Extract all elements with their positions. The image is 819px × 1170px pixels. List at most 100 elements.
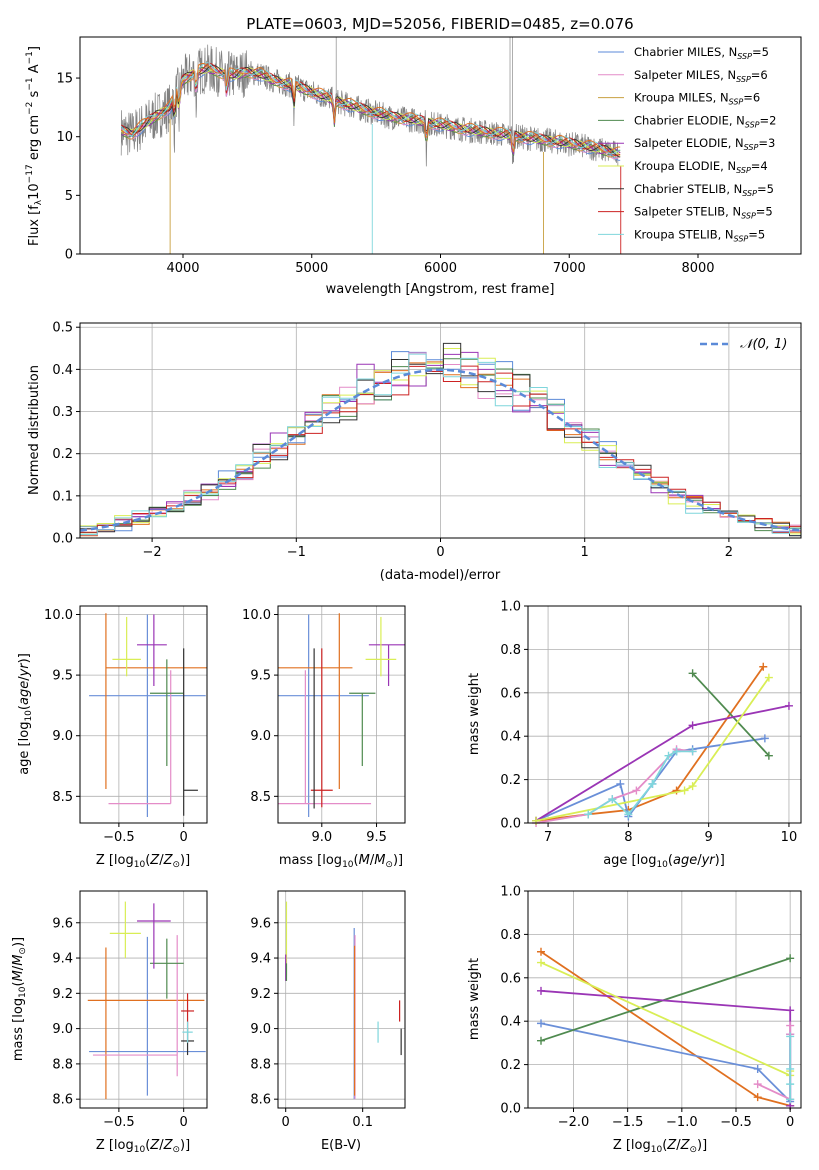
y-tick-label: 0.5 bbox=[52, 321, 73, 336]
mass-vs-metallicity-panel: −0.5 08.68.89.09.29.49.6 Z [log10(Z/Z⊙)] … bbox=[11, 890, 208, 1155]
x-tick-label: −0.5 bbox=[720, 1115, 752, 1130]
errorbar-point bbox=[89, 614, 206, 817]
weight-marker bbox=[537, 1036, 545, 1045]
x-tick-label: 9.5 bbox=[366, 830, 387, 845]
model-spectrum-line bbox=[121, 65, 621, 158]
errorbar-point bbox=[108, 670, 172, 805]
y-tick-label: 9.0 bbox=[52, 1022, 73, 1037]
x-tick-label: 10 bbox=[781, 830, 798, 845]
weight-marker bbox=[786, 1080, 795, 1089]
weight-marker bbox=[786, 1064, 795, 1073]
errorbar-point bbox=[368, 644, 405, 687]
weight-marker bbox=[786, 1006, 795, 1015]
y-tick-label: 0.4 bbox=[500, 730, 521, 745]
y-tick-label: 9.0 bbox=[250, 729, 271, 744]
errorbar-point bbox=[109, 901, 141, 959]
y-tick-label: 0.2 bbox=[52, 447, 73, 462]
normal-legend-label: 𝒩(0, 1) bbox=[740, 337, 787, 352]
age-vs-metallicity-panel: −0.5 0 8.5 9.0 9.5 10.0 Z [log10(Z/Z⊙)] age [… bbox=[17, 605, 208, 870]
weight-marker bbox=[537, 1019, 545, 1028]
age-vs-mass-points bbox=[278, 613, 405, 817]
errorbar-point bbox=[365, 616, 397, 677]
x-tick-label: 8000 bbox=[681, 261, 714, 276]
x-tick-label: −1 bbox=[287, 545, 306, 560]
weight-marker bbox=[537, 958, 545, 967]
y-tick-label: 9.4 bbox=[52, 952, 73, 967]
y-tick-label: 8.8 bbox=[250, 1057, 271, 1072]
mass-vs-extinction-x-label: E(B-V) bbox=[321, 1138, 361, 1153]
x-tick-label: 7000 bbox=[553, 261, 586, 276]
weight-vs-age-panel: 7 8 9 10 0.0 0.2 0.4 0.6 0.8 1.0 age [log10(age/y… bbox=[467, 600, 802, 870]
age-vs-metallicity-x-label: Z [log10(Z/Z⊙)] bbox=[96, 853, 190, 870]
weight-marker bbox=[584, 810, 593, 819]
residuals-panel: −2 −1 0 1 2 0.0 0.1 0.2 0.3 0.4 0.5 (data-model)/e… bbox=[27, 321, 802, 583]
y-tick-label: 8.6 bbox=[250, 1093, 271, 1108]
weight-line bbox=[540, 957, 791, 1042]
weight-marker bbox=[753, 1093, 762, 1102]
x-tick-label: 9.0 bbox=[311, 830, 332, 845]
age-vs-mass-x-label: mass [log10(M/M⊙)] bbox=[279, 853, 403, 870]
errorbar-point bbox=[137, 614, 167, 687]
mass-vs-metallicity-y-label: mass [log10(M/M⊙)] bbox=[11, 937, 28, 1061]
weight-marker bbox=[664, 751, 673, 760]
weight-marker bbox=[753, 1080, 762, 1089]
y-tick-label: 0.3 bbox=[52, 405, 73, 420]
legend-label: Kroupa STELIB, NSSP=5 bbox=[634, 227, 765, 243]
mass-vs-metallicity-x-label: Z [log10(Z/Z⊙)] bbox=[96, 1138, 190, 1155]
x-tick-label: 0 bbox=[180, 830, 188, 845]
spectrum-x-label: wavelength [Angstrom, rest frame] bbox=[326, 282, 555, 297]
y-tick-label: 0.0 bbox=[500, 1102, 521, 1117]
histogram-step bbox=[80, 353, 801, 535]
x-tick-label: −2.0 bbox=[558, 1115, 590, 1130]
y-tick-label: 0.8 bbox=[500, 928, 521, 943]
spectrum-title: PLATE=0603, MJD=52056, FIBERID=0485, z=0… bbox=[246, 15, 633, 33]
weight-marker bbox=[784, 701, 793, 710]
y-tick-label: 0.0 bbox=[52, 532, 73, 547]
age-vs-mass-frame bbox=[277, 605, 406, 824]
y-tick-label: 0.6 bbox=[500, 971, 521, 986]
y-tick-label: 9.0 bbox=[52, 729, 73, 744]
weight-vs-metallicity-y-label: mass weight bbox=[467, 958, 482, 1040]
x-tick-label: 0 bbox=[436, 545, 444, 560]
spectrum-panel: PLATE=0603, MJD=52056, FIBERID=0485, z=0… bbox=[25, 15, 802, 297]
age-vs-metallicity-points bbox=[89, 613, 207, 817]
x-tick-label: 0 bbox=[282, 1115, 290, 1130]
legend-label: Chabrier ELODIE, NSSP=2 bbox=[634, 113, 776, 129]
y-tick-label: 9.0 bbox=[250, 1022, 271, 1037]
weight-vs-age-lines bbox=[532, 662, 793, 827]
y-tick-label: 8.5 bbox=[52, 790, 73, 805]
residual-histograms bbox=[79, 342, 802, 537]
y-tick-label: 1.0 bbox=[500, 885, 521, 900]
errorbar-point bbox=[278, 614, 369, 817]
x-tick-label: 4000 bbox=[166, 261, 199, 276]
weight-marker bbox=[624, 810, 633, 819]
spectrum-y-label: Flux [fλ10−17 erg cm−2 s−1 A−1] bbox=[25, 46, 44, 246]
weight-marker bbox=[648, 779, 657, 788]
x-tick-label: 6000 bbox=[424, 261, 457, 276]
y-tick-label: 0.0 bbox=[500, 817, 521, 832]
y-tick-label: 0 bbox=[65, 248, 73, 263]
x-tick-label: −0.5 bbox=[103, 830, 135, 845]
x-tick-label: 2 bbox=[725, 545, 733, 560]
weight-vs-age-y-label: mass weight bbox=[467, 673, 482, 755]
x-tick-label: 0 bbox=[180, 1115, 188, 1130]
x-tick-label: −2 bbox=[143, 545, 162, 560]
y-tick-label: 0.2 bbox=[500, 773, 521, 788]
weight-vs-age-x-label: age [log10(age/yr)] bbox=[603, 853, 725, 870]
weight-vs-metallicity-lines bbox=[537, 947, 795, 1110]
weight-marker bbox=[688, 669, 697, 678]
y-tick-label: 9.5 bbox=[52, 669, 73, 684]
x-tick-label: −1.0 bbox=[666, 1115, 698, 1130]
residuals-x-label: (data-model)/error bbox=[380, 568, 501, 583]
y-tick-label: 8.8 bbox=[52, 1057, 73, 1072]
y-tick-label: 8.6 bbox=[52, 1093, 73, 1108]
spectrum-legend: Chabrier MILES, NSSP=5 Salpeter MILES, NS… bbox=[598, 45, 776, 243]
x-tick-label: −1.5 bbox=[612, 1115, 644, 1130]
mass-vs-metallicity-frame bbox=[79, 890, 208, 1109]
weight-marker bbox=[537, 947, 545, 956]
y-tick-label: 1.0 bbox=[500, 600, 521, 615]
weight-marker bbox=[688, 747, 697, 756]
weight-vs-age-frame bbox=[527, 605, 802, 824]
y-tick-label: 9.5 bbox=[250, 669, 271, 684]
